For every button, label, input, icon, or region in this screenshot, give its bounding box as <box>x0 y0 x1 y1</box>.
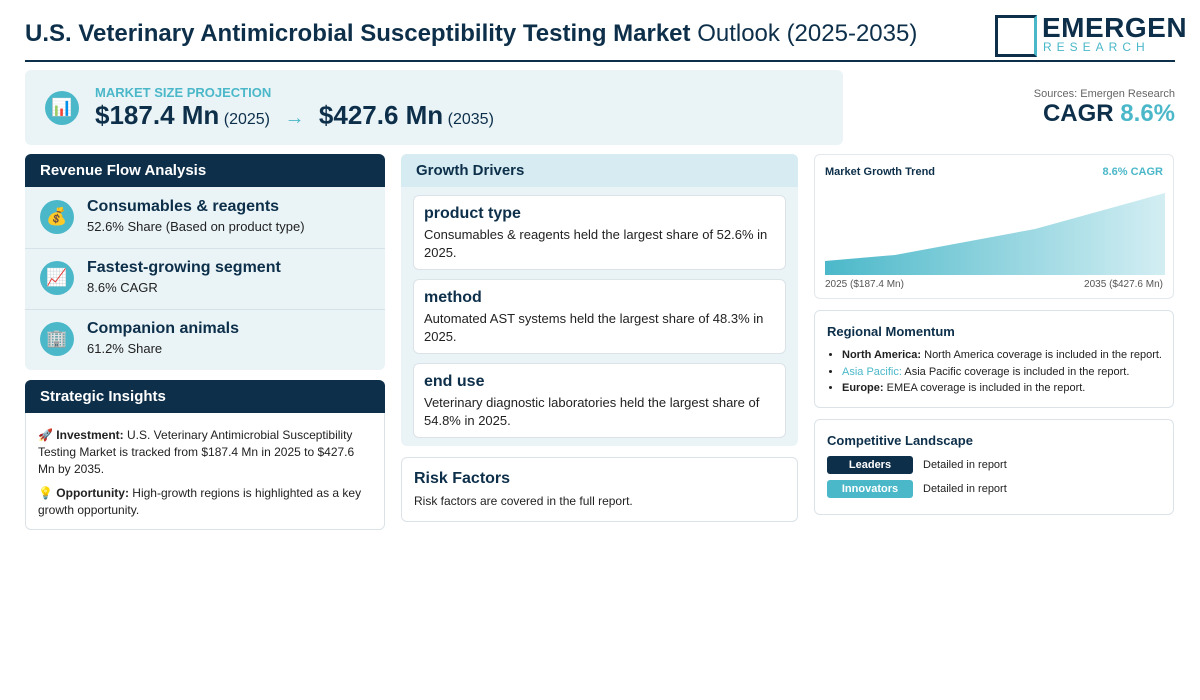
revenue-flow: Revenue Flow Analysis 💰 Consumables & rea… <box>25 154 385 370</box>
trend-end: 2035 ($427.6 Mn) <box>1084 279 1163 290</box>
insight: 🚀 Investment: U.S. Veterinary Antimicrob… <box>38 427 368 478</box>
cagr-label: CAGR <box>1042 100 1114 127</box>
item-text: 8.6% CAGR <box>87 280 158 295</box>
start-value: $187.4 Mn <box>95 100 220 130</box>
trend-title: Market Growth Trend <box>825 166 936 178</box>
insight-text: High-growth regions is highlighted as a … <box>38 486 362 517</box>
growth-drivers: Growth Drivers product type Consumables &… <box>401 154 798 446</box>
risk-title: Risk Factors <box>414 470 511 487</box>
separator <box>25 248 385 249</box>
risk-text: Risk factors are covered in the full rep… <box>414 494 633 508</box>
region-item: Asia Pacific: Asia Pacific coverage is i… <box>842 364 1162 381</box>
insight: 💡 Opportunity: High-growth regions is hi… <box>38 485 368 519</box>
trend-start: 2025 ($187.4 Mn) <box>825 279 904 290</box>
region-name: Europe: <box>842 382 884 394</box>
insight-label: Opportunity: <box>56 486 129 500</box>
trend-badge: 8.6% CAGR <box>1102 166 1163 178</box>
region-item: Europe: EMEA coverage is included in the… <box>842 380 1162 397</box>
item-text: 61.2% Share <box>87 341 163 356</box>
item-icon: 🏢 <box>40 322 74 356</box>
logo-top: EMERGEN <box>1042 12 1188 43</box>
drivers-title: Growth Drivers <box>401 154 798 187</box>
region-name: North America: <box>842 349 922 361</box>
risk-factors: Risk Factors Risk factors are covered in… <box>401 457 798 522</box>
item-icon: 💰 <box>40 200 74 234</box>
driver-title: product type <box>424 205 521 222</box>
cagr-value: 8.6% <box>1120 100 1175 127</box>
strategic-insights: Strategic Insights 🚀 Investment: U.S. Ve… <box>25 380 385 530</box>
source: Sources: Emergen Research <box>1033 88 1175 100</box>
driver-text: Automated AST systems held the largest s… <box>424 311 764 344</box>
item-icon: 📈 <box>40 261 74 295</box>
driver-card: end use Veterinary diagnostic laboratorie… <box>413 363 786 438</box>
projection-icon: 📊 <box>45 91 79 125</box>
region-item: North America: North America coverage is… <box>842 347 1162 364</box>
tag: Innovators <box>827 480 913 498</box>
item-title: Consumables & reagents <box>87 198 280 215</box>
driver-text: Consumables & reagents held the largest … <box>424 227 768 260</box>
start-year: (2025) <box>223 111 270 128</box>
tag-text: Detailed in report <box>923 483 1007 495</box>
title-bold: U.S. Veterinary Antimicrobial Susceptibi… <box>25 20 691 47</box>
driver-title: method <box>424 289 482 306</box>
revenue-title: Revenue Flow Analysis <box>25 154 385 187</box>
arrow: → <box>284 107 305 129</box>
tag: Leaders <box>827 456 913 474</box>
divider <box>25 60 1175 62</box>
insight-text: U.S. Veterinary Antimicrobial Susceptibi… <box>38 428 355 476</box>
insight-icon: 💡 <box>38 486 53 500</box>
region-text: EMEA coverage is included in the report. <box>886 382 1086 394</box>
end-value: $427.6 Mn <box>318 100 444 130</box>
title-rest: Outlook (2025-2035) <box>697 20 918 47</box>
region-text: North America coverage is included in th… <box>924 349 1162 361</box>
competitive: Competitive Landscape Leaders Detailed in… <box>814 419 1174 515</box>
trend-area <box>825 193 1165 275</box>
area <box>825 193 1165 275</box>
driver-card: product type Consumables & reagents held … <box>413 195 786 270</box>
insight-label: Investment: <box>56 428 124 442</box>
projection-values: $187.4 Mn (2025) → $427.6 Mn (2035) <box>95 100 494 131</box>
logo-bottom: RESEARCH <box>1043 40 1150 54</box>
driver-card: method Automated AST systems held the lar… <box>413 279 786 354</box>
regional-title: Regional Momentum <box>827 324 955 339</box>
insights-title: Strategic Insights <box>25 380 385 413</box>
region-name: Asia Pacific: <box>842 365 902 378</box>
driver-text: Veterinary diagnostic laboratories held … <box>424 395 760 428</box>
regional: Regional Momentum North America: North A… <box>814 310 1174 408</box>
competitive-title: Competitive Landscape <box>827 433 973 448</box>
item-title: Fastest-growing segment <box>87 259 281 276</box>
trend-box: Market Growth Trend 8.6% CAGR 2025 ($187… <box>814 154 1174 299</box>
tag-text: Detailed in report <box>923 459 1007 471</box>
separator <box>25 309 385 310</box>
region-text: Asia Pacific coverage is included in the… <box>904 365 1130 378</box>
driver-title: end use <box>424 373 485 390</box>
logo-icon <box>995 15 1037 57</box>
projection-label: MARKET SIZE PROJECTION <box>95 85 272 100</box>
insight-icon: 🚀 <box>38 428 53 442</box>
item-title: Companion animals <box>87 320 240 337</box>
end-year: (2035) <box>447 111 494 128</box>
cagr: CAGR 8.6% <box>1043 100 1175 128</box>
title: U.S. Veterinary Antimicrobial Susceptibi… <box>25 20 917 48</box>
item-text: 52.6% Share (Based on product type) <box>87 219 305 234</box>
projection-box: 📊 MARKET SIZE PROJECTION $187.4 Mn (2025… <box>25 70 843 145</box>
